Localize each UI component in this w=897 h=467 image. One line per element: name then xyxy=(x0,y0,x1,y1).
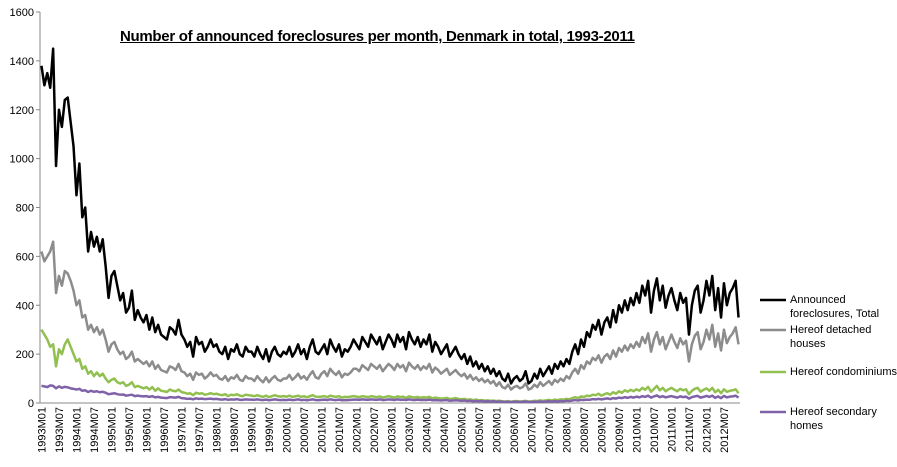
x-tick-label: 2006M01 xyxy=(491,407,503,453)
x-tick-label: 2007M07 xyxy=(544,407,556,453)
x-tick-label: 2003M01 xyxy=(386,407,398,453)
x-tick-label: 2002M01 xyxy=(351,407,363,453)
y-tick-label: 1200 xyxy=(10,105,34,117)
y-tick-label: 800 xyxy=(16,203,34,215)
x-tick-label: 1993M01 xyxy=(36,407,48,453)
y-tick-label: 0 xyxy=(28,398,34,410)
y-tick-label: 1400 xyxy=(10,56,34,68)
x-tick-label: 2010M07 xyxy=(649,407,661,453)
y-tick-label: 1000 xyxy=(10,154,34,166)
x-tick-label: 1997M07 xyxy=(194,407,206,453)
x-tick-label: 2002M07 xyxy=(369,407,381,453)
x-tick-label: 2005M07 xyxy=(474,407,486,453)
x-tick-label: 2000M07 xyxy=(299,407,311,453)
y-tick-label: 1600 xyxy=(10,7,34,19)
y-tick-label: 200 xyxy=(16,349,34,361)
legend-label: Hereof secondary homes xyxy=(790,406,877,432)
x-tick-label: 2001M07 xyxy=(334,407,346,453)
x-tick-label: 1998M01 xyxy=(211,407,223,453)
x-tick-label: 1998M07 xyxy=(229,407,241,453)
series-line xyxy=(41,384,740,404)
x-tick-label: 1994M07 xyxy=(89,407,101,453)
x-tick-label: 1995M01 xyxy=(106,407,118,453)
x-tick-label: 2010M01 xyxy=(631,407,643,453)
x-tick-label: 2008M07 xyxy=(579,407,591,453)
x-tick-label: 2012M07 xyxy=(719,407,731,453)
x-tick-label: 1997M01 xyxy=(176,407,188,453)
x-tick-label: 1999M01 xyxy=(246,407,258,453)
legend-label: Hereof detached houses xyxy=(790,324,872,350)
x-tick-label: 2008M01 xyxy=(561,407,573,453)
x-tick-label: 1999M07 xyxy=(264,407,276,453)
x-tick-label: 1996M07 xyxy=(159,407,171,453)
x-tick-label: 1995M07 xyxy=(124,407,136,453)
x-tick-label: 1996M01 xyxy=(141,407,153,453)
legend-label: Announced foreclosures, Total xyxy=(790,294,880,320)
x-tick-label: 2007M01 xyxy=(526,407,538,453)
y-tick-label: 600 xyxy=(16,251,34,263)
x-tick-label: 2005M01 xyxy=(456,407,468,453)
x-tick-label: 2004M01 xyxy=(421,407,433,453)
x-tick-label: 2003M07 xyxy=(404,407,416,453)
series-line xyxy=(40,240,740,391)
chart-title: Number of announced foreclosures per mon… xyxy=(120,28,635,45)
x-tick-label: 2009M01 xyxy=(596,407,608,453)
x-tick-label: 2011M07 xyxy=(684,407,696,452)
x-tick-label: 2011M01 xyxy=(666,407,678,452)
y-tick-label: 400 xyxy=(16,300,34,312)
x-tick-label: 2001M01 xyxy=(316,407,328,453)
x-tick-label: 2009M07 xyxy=(614,407,626,453)
x-tick-label: 1994M01 xyxy=(71,407,83,453)
x-tick-label: 2012M01 xyxy=(701,407,713,453)
x-tick-label: 2000M01 xyxy=(281,407,293,453)
series-line xyxy=(40,329,740,404)
x-tick-label: 2006M07 xyxy=(509,407,521,453)
legend-label: Hereof condominiums xyxy=(790,366,897,378)
x-tick-label: 1993M07 xyxy=(54,407,66,453)
x-tick-label: 2004M07 xyxy=(439,407,451,453)
series-line xyxy=(40,47,740,385)
